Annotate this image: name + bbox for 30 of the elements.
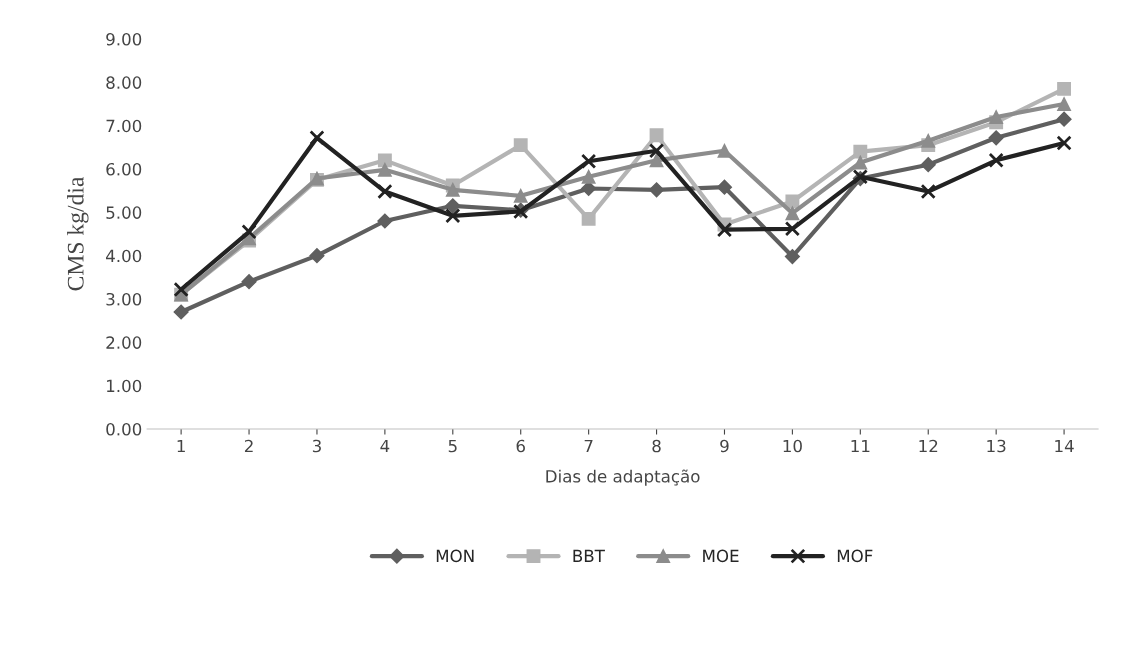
x-tick-label: 10 bbox=[783, 439, 802, 453]
x-tick-label: 11 bbox=[851, 439, 870, 453]
x-tick-label: 4 bbox=[380, 439, 390, 453]
x-tick-label: 7 bbox=[584, 439, 593, 453]
y-tick-label: 9.00 bbox=[106, 32, 142, 46]
x-tick-label: 5 bbox=[448, 439, 457, 453]
legend-label: MOE bbox=[703, 549, 739, 563]
y-tick-label: 5.00 bbox=[106, 206, 142, 219]
x-tick-label: 1 bbox=[177, 439, 185, 453]
x-tick-label: 14 bbox=[1055, 439, 1074, 453]
y-tick-label: 8.00 bbox=[106, 76, 142, 89]
x-tick-label: 12 bbox=[919, 439, 938, 453]
legend-label: MOF bbox=[837, 549, 873, 563]
x-tick-label: 3 bbox=[312, 439, 321, 453]
x-tick-label: 9 bbox=[720, 439, 729, 453]
y-tick-label: 6.00 bbox=[106, 162, 142, 176]
y-tick-label: 1.00 bbox=[107, 379, 142, 393]
x-axis-title: Dias de adaptação bbox=[546, 469, 700, 486]
y-tick-label: 7.00 bbox=[106, 119, 142, 133]
legend-label: BBT bbox=[573, 549, 605, 562]
x-tick-label: 8 bbox=[652, 439, 661, 453]
x-tick-label: 2 bbox=[244, 439, 253, 453]
x-tick-label: 6 bbox=[516, 439, 525, 453]
y-tick-label: 0.00 bbox=[106, 422, 142, 436]
y-axis-title: CMS kg/dia bbox=[67, 176, 89, 291]
y-tick-label: 3.00 bbox=[106, 292, 142, 306]
y-tick-label: 2.00 bbox=[106, 336, 142, 349]
x-tick-label: 13 bbox=[987, 439, 1006, 453]
legend-label: MON bbox=[436, 549, 474, 563]
y-tick-label: 4.00 bbox=[106, 249, 142, 263]
